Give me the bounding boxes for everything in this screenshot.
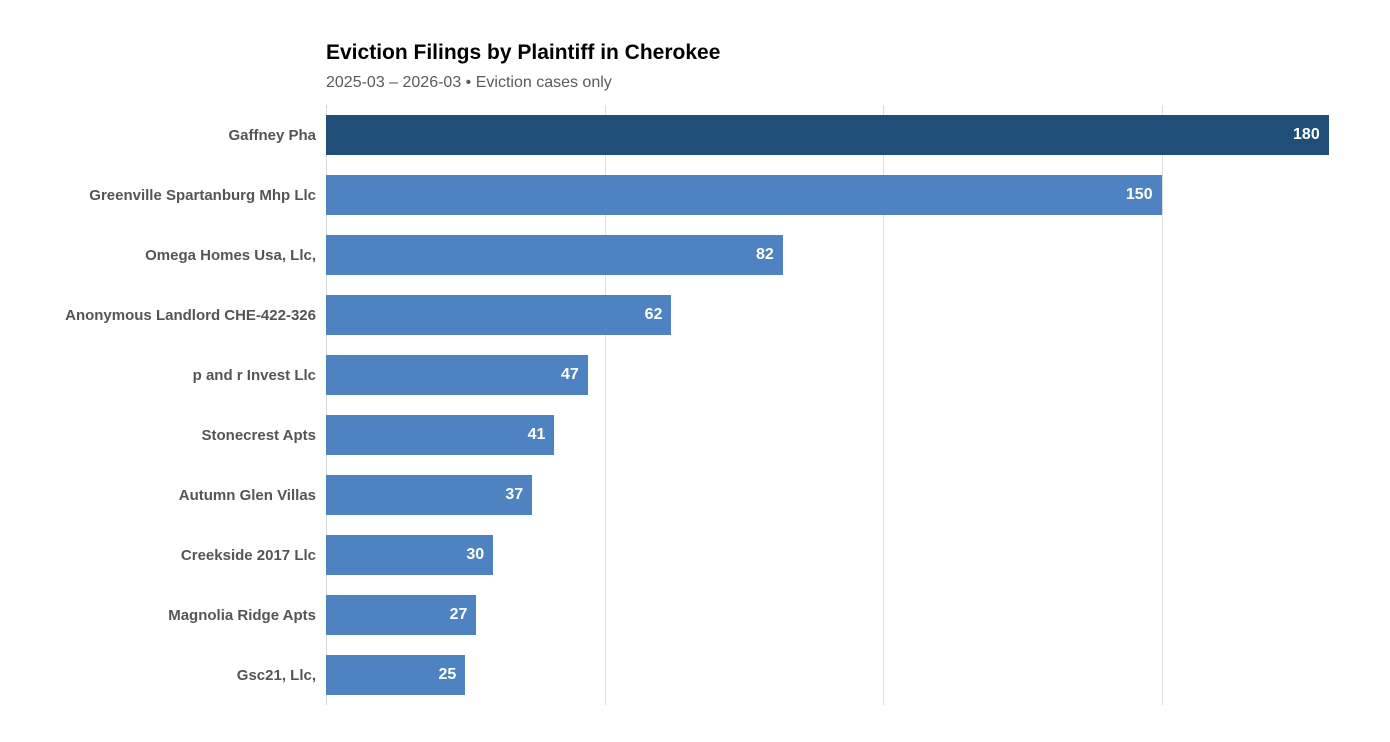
- value-label: 82: [755, 246, 774, 263]
- bar-row: Creekside 2017 Llc 30: [0, 525, 1390, 585]
- chart-header: Eviction Filings by Plaintiff in Cheroke…: [326, 41, 720, 92]
- value-label: 41: [527, 426, 546, 443]
- bar-area: 37: [326, 475, 1390, 515]
- category-label: Magnolia Ridge Apts: [168, 606, 316, 624]
- bar-row: Stonecrest Apts 41: [0, 405, 1390, 465]
- bar-row: Omega Homes Usa, Llc, 82: [0, 225, 1390, 285]
- bar-row: Greenville Spartanburg Mhp Llc 150: [0, 165, 1390, 225]
- bar: 180: [326, 115, 1329, 155]
- bar-area: 41: [326, 415, 1390, 455]
- category-label: Anonymous Landlord CHE-422-326: [65, 306, 316, 324]
- bar-row: Magnolia Ridge Apts 27: [0, 585, 1390, 645]
- value-label: 30: [466, 546, 485, 563]
- bar: 27: [326, 595, 477, 635]
- gridline: [1161, 105, 1163, 705]
- plot-area: Gaffney Pha 180 Greenville Spartanburg Mhp…: [0, 105, 1390, 705]
- category-label: p and r Invest Llc: [192, 366, 316, 384]
- bar-row: Gaffney Pha 180: [0, 105, 1390, 165]
- bar: 37: [326, 475, 533, 515]
- bar: 41: [326, 415, 555, 455]
- gridline: [883, 105, 885, 705]
- bar-area: 180: [326, 115, 1390, 155]
- value-label: 47: [561, 366, 579, 383]
- bar-area: 27: [326, 595, 1390, 635]
- category-label: Autumn Glen Villas: [178, 486, 316, 504]
- category-label: Omega Homes Usa, Llc,: [145, 246, 316, 264]
- value-label: 150: [1125, 186, 1153, 203]
- chart-subtitle: 2025-03 – 2026-03 • Eviction cases only: [326, 74, 612, 92]
- bar-row: p and r Invest Llc 47: [0, 345, 1390, 405]
- bar-area: 25: [326, 655, 1390, 695]
- bar: 82: [326, 235, 783, 275]
- bar-row: Gsc21, Llc, 25: [0, 645, 1390, 705]
- category-label: Gsc21, Llc,: [236, 666, 316, 684]
- value-label: 180: [1293, 126, 1320, 143]
- bar-area: 150: [326, 175, 1390, 215]
- value-label: 27: [449, 606, 468, 623]
- bar-area: 62: [326, 295, 1390, 335]
- value-label: 62: [644, 306, 663, 323]
- bar: 62: [326, 295, 672, 335]
- bar-area: 30: [326, 535, 1390, 575]
- value-label: 37: [505, 486, 524, 503]
- y-axis-line: [326, 105, 327, 705]
- category-label: Greenville Spartanburg Mhp Llc: [89, 186, 316, 204]
- bar-rows: Gaffney Pha 180 Greenville Spartanburg Mhp…: [0, 105, 1390, 705]
- bar-area: 82: [326, 235, 1390, 275]
- chart-title: Eviction Filings by Plaintiff in Cheroke…: [326, 41, 721, 64]
- category-label: Creekside 2017 Llc: [180, 546, 316, 564]
- gridline: [604, 105, 606, 705]
- bar: 30: [326, 535, 494, 575]
- grid-layer: [326, 105, 1390, 705]
- value-label: 25: [438, 666, 457, 683]
- bar: 47: [326, 355, 588, 395]
- category-label: Stonecrest Apts: [201, 426, 316, 444]
- category-label: Gaffney Pha: [228, 126, 316, 144]
- bar-row: Anonymous Landlord CHE-422-326 62: [0, 285, 1390, 345]
- bar-row: Autumn Glen Villas 37: [0, 465, 1390, 525]
- bar: 25: [326, 655, 466, 695]
- bar-area: 47: [326, 355, 1390, 395]
- bar: 150: [326, 175, 1162, 215]
